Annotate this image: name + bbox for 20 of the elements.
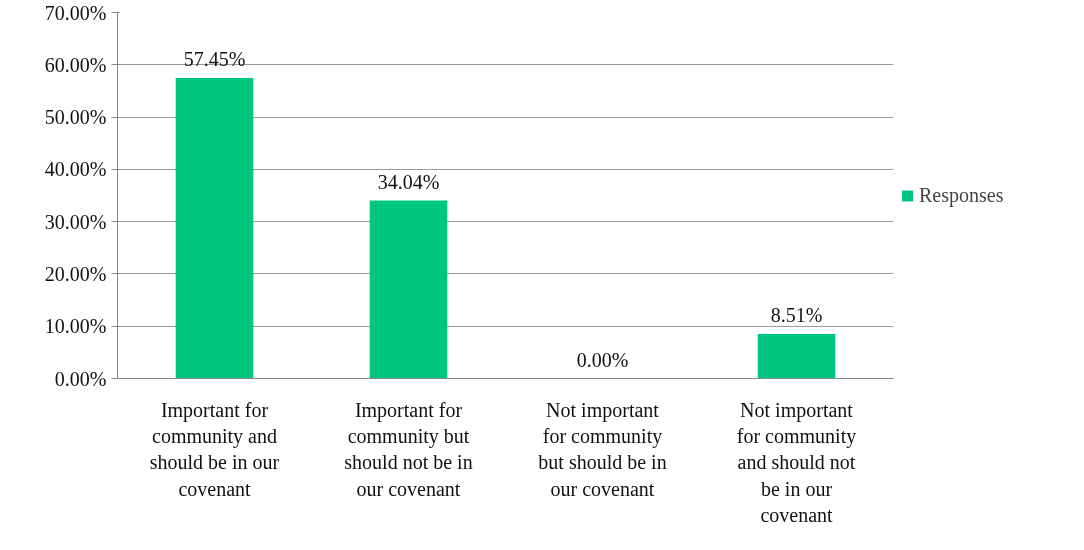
y-tick-label: 60.00%: [44, 53, 107, 76]
text: 8.51%: [770, 304, 823, 326]
legend-label: Responses: [919, 183, 1004, 207]
x-tick-label: Important for community and should be in our covenant: [149, 398, 280, 500]
y-tick-label: 30.00%: [44, 210, 107, 233]
y-tick-label: 70.00%: [44, 1, 107, 24]
y-tick-label: 40.00%: [44, 158, 107, 181]
bar: [369, 200, 448, 379]
text: 0.00%: [576, 348, 629, 371]
x-tick-label: Not important for community but should be in our covenant: [538, 398, 667, 500]
y-tick-label: 10.00%: [44, 315, 107, 338]
y-tick-label: 50.00%: [44, 106, 107, 129]
x-tick-label: Not important for community and should not be in our covenant: [736, 398, 857, 527]
y-tick-label: 0.00%: [54, 367, 107, 390]
text: 34.04%: [377, 170, 440, 193]
x-tick-label: Important for community but should not be in our covenant: [344, 398, 473, 500]
y-tick-label: 20.00%: [44, 262, 107, 285]
text: 57.45%: [183, 48, 246, 71]
bar: [175, 78, 254, 379]
bar: [757, 334, 836, 379]
